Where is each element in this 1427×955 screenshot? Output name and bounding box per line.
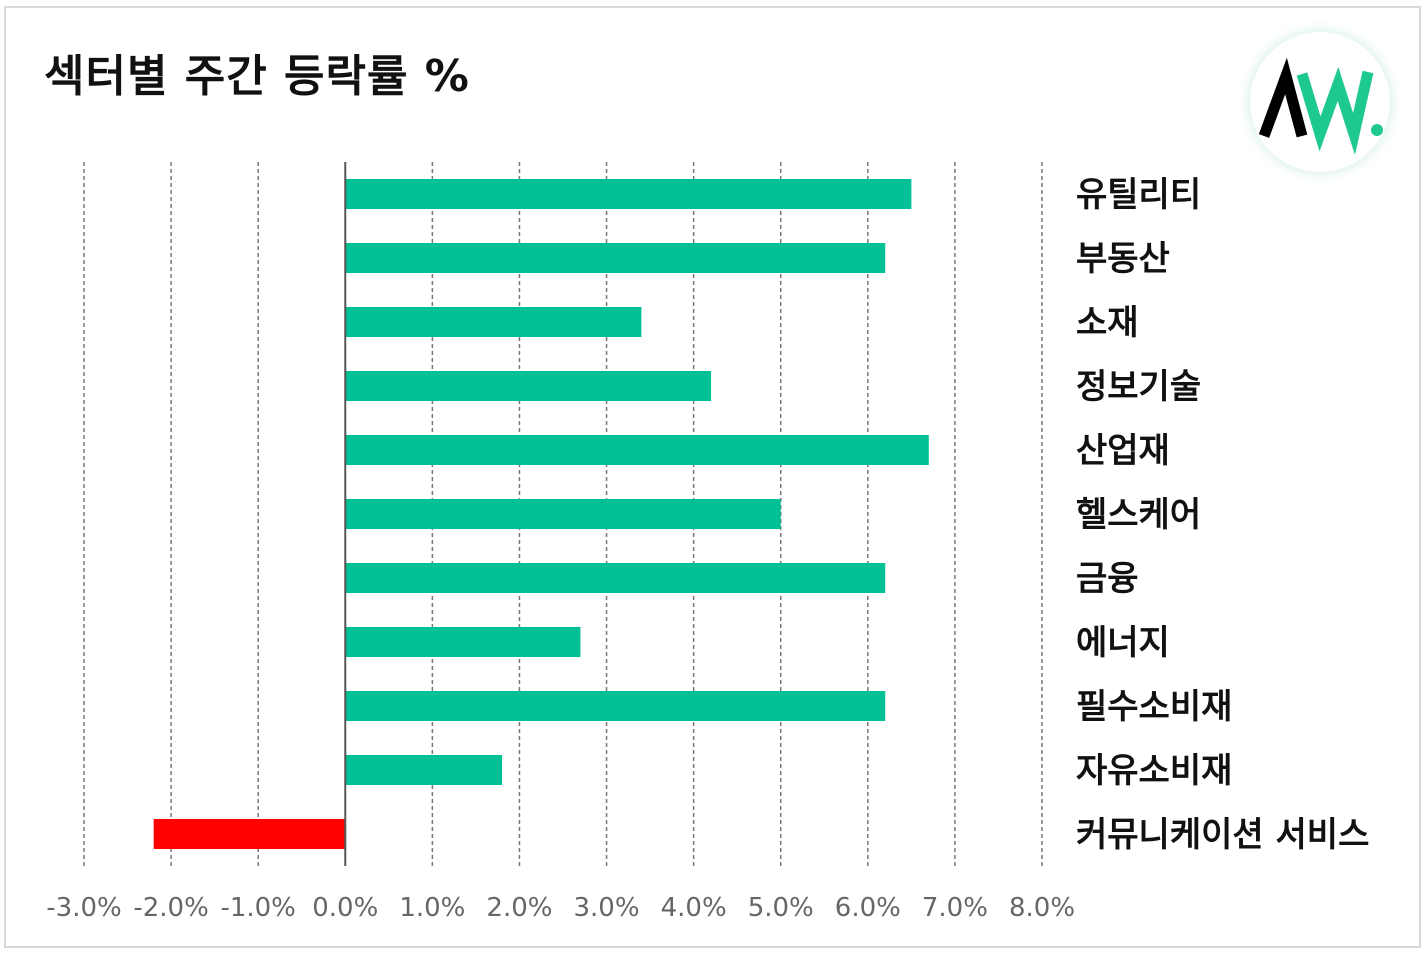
x-tick-label: -3.0% [46, 893, 121, 923]
bar-5 [345, 435, 929, 465]
chart-frame [4, 6, 1421, 948]
category-label: 부동산 [1076, 239, 1170, 279]
category-label: 정보기술 [1076, 367, 1201, 407]
category-label: 소재 [1076, 303, 1139, 343]
x-tick-label: 2.0% [486, 893, 552, 923]
category-label: 커뮤니케이션 서비스 [1076, 815, 1369, 855]
bar-1 [345, 179, 912, 209]
bar-4 [345, 371, 712, 401]
x-tick-label: 5.0% [748, 893, 814, 923]
bar-11 [153, 819, 346, 849]
x-tick-label: 7.0% [922, 893, 988, 923]
bar-7 [345, 563, 886, 593]
aw-logo-icon [1258, 57, 1383, 155]
bar-10 [345, 755, 503, 785]
category-label: 금융 [1076, 559, 1139, 599]
x-tick-label: -2.0% [133, 893, 208, 923]
bar-8 [345, 627, 581, 657]
x-tick-label: -1.0% [220, 893, 295, 923]
x-tick-label: 8.0% [1009, 893, 1075, 923]
category-label: 필수소비재 [1076, 687, 1232, 727]
x-tick-label: 0.0% [312, 893, 378, 923]
category-label: 헬스케어 [1076, 495, 1201, 535]
bar-3 [345, 307, 642, 337]
aw-logo [1250, 32, 1390, 172]
bar-9 [345, 691, 886, 721]
x-tick-label: 1.0% [399, 893, 465, 923]
category-label: 자유소비재 [1076, 751, 1232, 791]
category-label: 에너지 [1076, 623, 1170, 663]
chart-title: 섹터별 주간 등락률 % [44, 51, 470, 102]
x-tick-label: 3.0% [574, 893, 640, 923]
bar-2 [345, 243, 886, 273]
category-label: 산업재 [1076, 431, 1170, 471]
x-tick-label: 6.0% [835, 893, 901, 923]
category-label: 유틸리티 [1076, 175, 1201, 215]
bar-6 [345, 499, 781, 529]
x-tick-label: 4.0% [661, 893, 727, 923]
